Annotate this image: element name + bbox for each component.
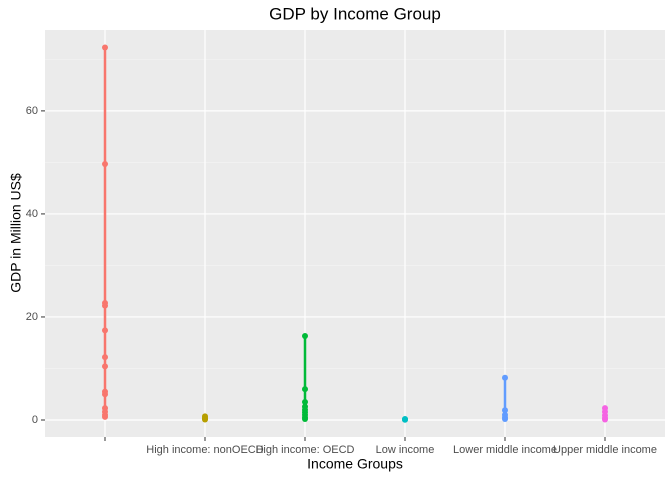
point: [102, 354, 108, 361]
point: [302, 333, 308, 340]
x-tick-label: Lower middle income: [453, 444, 557, 456]
y-tick-label: 20: [26, 311, 38, 323]
point: [102, 160, 108, 167]
x-tick-label: Low income: [376, 444, 435, 456]
point: [502, 415, 508, 422]
point: [302, 415, 308, 422]
point: [102, 391, 108, 398]
x-tick-label: Upper middle income: [553, 444, 657, 456]
chart-title: GDP by Income Group: [269, 4, 441, 23]
x-axis-label: Income Groups: [307, 456, 403, 472]
x-tick-label: High income: OECD: [255, 444, 354, 456]
point: [502, 374, 508, 381]
point: [102, 44, 108, 51]
y-tick-label: 60: [26, 105, 38, 117]
panel: [45, 30, 665, 437]
point: [102, 363, 108, 370]
y-tick-label: 0: [32, 414, 38, 426]
point: [102, 413, 108, 420]
x-tick-label: High income: nonOECD: [146, 444, 263, 456]
point: [202, 416, 208, 423]
point: [102, 327, 108, 334]
point: [102, 302, 108, 309]
point: [602, 416, 608, 423]
point: [302, 386, 308, 393]
point: [502, 407, 508, 414]
y-axis-label: GDP in Million US$: [8, 173, 24, 293]
y-tick-label: 40: [26, 208, 38, 220]
point: [402, 416, 408, 423]
point: [302, 398, 308, 405]
